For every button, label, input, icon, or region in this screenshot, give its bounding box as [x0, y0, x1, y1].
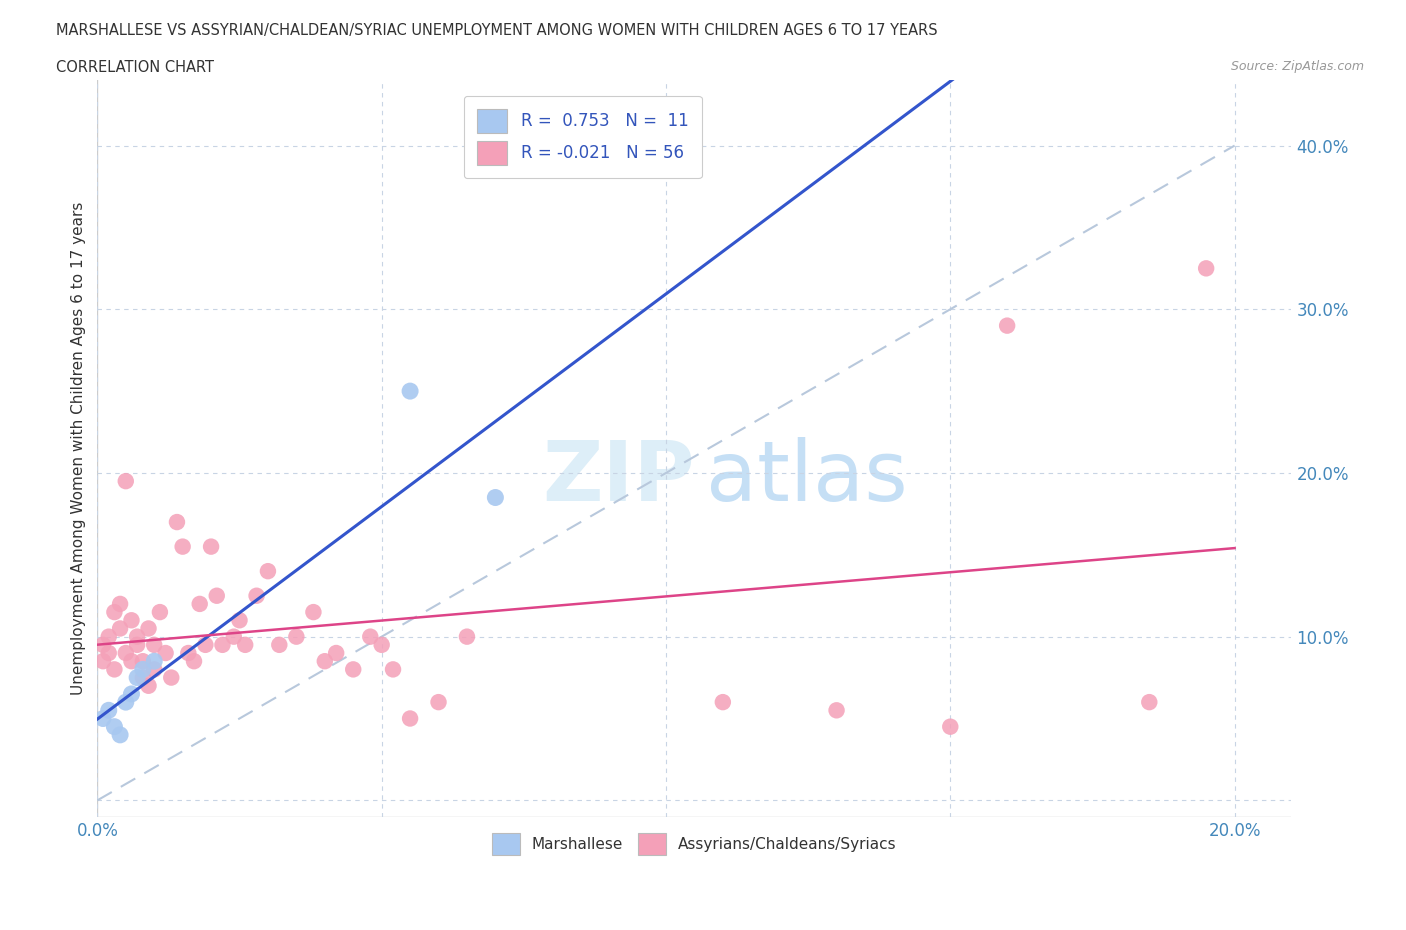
- Text: CORRELATION CHART: CORRELATION CHART: [56, 60, 214, 75]
- Point: [939, 719, 962, 734]
- Point: [245, 589, 267, 604]
- Point: [172, 539, 194, 554]
- Point: [97, 645, 120, 660]
- Point: [205, 589, 228, 604]
- Point: [995, 318, 1018, 333]
- Point: [200, 539, 222, 554]
- Y-axis label: Unemployment Among Women with Children Ages 6 to 17 years: Unemployment Among Women with Children A…: [72, 202, 86, 695]
- Point: [143, 662, 166, 677]
- Point: [188, 596, 211, 611]
- Point: [132, 671, 155, 685]
- Point: [399, 711, 422, 726]
- Point: [127, 630, 149, 644]
- Point: [132, 662, 155, 677]
- Point: [194, 637, 217, 652]
- Point: [177, 645, 200, 660]
- Point: [342, 662, 364, 677]
- Point: [155, 645, 177, 660]
- Point: [114, 645, 136, 660]
- Point: [222, 630, 245, 644]
- Text: ZIP: ZIP: [541, 437, 695, 518]
- Point: [160, 671, 183, 685]
- Point: [285, 630, 308, 644]
- Point: [166, 514, 188, 529]
- Point: [1195, 261, 1218, 276]
- Point: [1137, 695, 1160, 710]
- Point: [233, 637, 256, 652]
- Point: [370, 637, 392, 652]
- Point: [399, 384, 422, 399]
- Point: [302, 604, 325, 619]
- Point: [143, 637, 166, 652]
- Point: [382, 662, 405, 677]
- Text: atlas: atlas: [706, 437, 908, 518]
- Point: [269, 637, 291, 652]
- Point: [427, 695, 450, 710]
- Point: [108, 727, 131, 742]
- Point: [149, 604, 172, 619]
- Point: [97, 630, 120, 644]
- Legend: Marshallese, Assyrians/Chaldeans/Syriacs: Marshallese, Assyrians/Chaldeans/Syriacs: [486, 827, 903, 860]
- Point: [228, 613, 250, 628]
- Point: [121, 654, 143, 669]
- Point: [108, 596, 131, 611]
- Point: [108, 621, 131, 636]
- Point: [91, 654, 114, 669]
- Point: [143, 654, 166, 669]
- Point: [456, 630, 478, 644]
- Point: [103, 719, 125, 734]
- Point: [325, 645, 347, 660]
- Point: [314, 654, 336, 669]
- Point: [127, 671, 149, 685]
- Point: [359, 630, 381, 644]
- Point: [121, 613, 143, 628]
- Point: [121, 686, 143, 701]
- Point: [127, 637, 149, 652]
- Point: [114, 473, 136, 488]
- Point: [257, 564, 280, 578]
- Text: MARSHALLESE VS ASSYRIAN/CHALDEAN/SYRIAC UNEMPLOYMENT AMONG WOMEN WITH CHILDREN A: MARSHALLESE VS ASSYRIAN/CHALDEAN/SYRIAC …: [56, 23, 938, 38]
- Point: [138, 621, 160, 636]
- Point: [711, 695, 734, 710]
- Point: [114, 695, 136, 710]
- Point: [825, 703, 848, 718]
- Text: Source: ZipAtlas.com: Source: ZipAtlas.com: [1230, 60, 1364, 73]
- Point: [91, 637, 114, 652]
- Point: [132, 654, 155, 669]
- Point: [211, 637, 233, 652]
- Point: [103, 604, 125, 619]
- Point: [138, 678, 160, 693]
- Point: [97, 703, 120, 718]
- Point: [103, 662, 125, 677]
- Point: [183, 654, 205, 669]
- Point: [91, 711, 114, 726]
- Point: [484, 490, 506, 505]
